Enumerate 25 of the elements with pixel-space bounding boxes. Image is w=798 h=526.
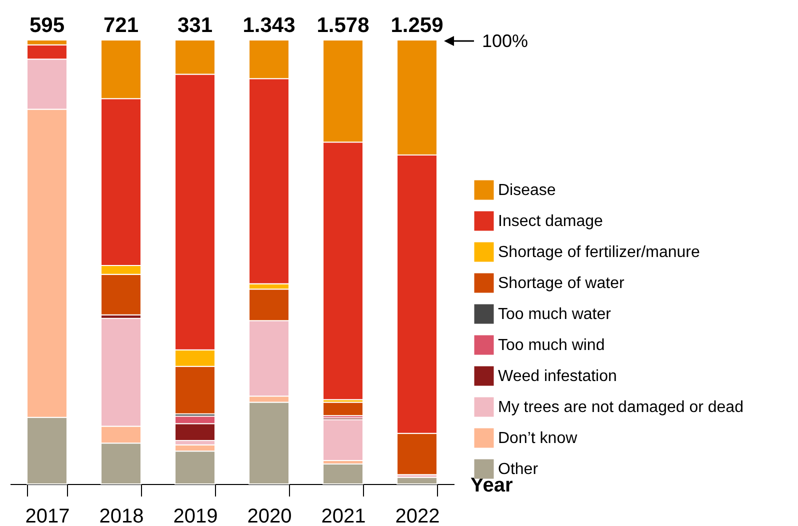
legend-label: Weed infestation [498,368,617,385]
legend-label: Don’t know [498,430,578,447]
annotation: 1.343 [242,14,296,37]
annotation: 1.578 [316,14,370,37]
annotation: 721 [103,14,139,37]
legend-label: My trees are not damaged or dead [498,399,744,416]
legend-label: Disease [498,182,556,199]
x-tick-label: 2020 [247,506,292,526]
bar [322,402,364,416]
text: 100% [482,30,528,52]
x-tick-label: 2021 [321,506,366,526]
legend-label: Insect damage [498,213,604,230]
legend-label: Shortage of water [498,275,625,292]
bar [322,419,364,461]
legend-label: Too much water [498,306,612,323]
bar [322,464,364,484]
annotation: 1.259 [390,14,444,37]
annotation: 331 [177,14,213,37]
x-tick-label: 2017 [25,506,70,526]
x-tick-label: 2022 [395,506,440,526]
x-tick-label: 2018 [99,506,144,526]
legend-label: Too much wind [498,337,605,354]
annotation: 595 [29,14,65,37]
legend-label: Shortage of fertilizer/manure [498,244,700,261]
x-tick-label: 2019 [173,506,218,526]
